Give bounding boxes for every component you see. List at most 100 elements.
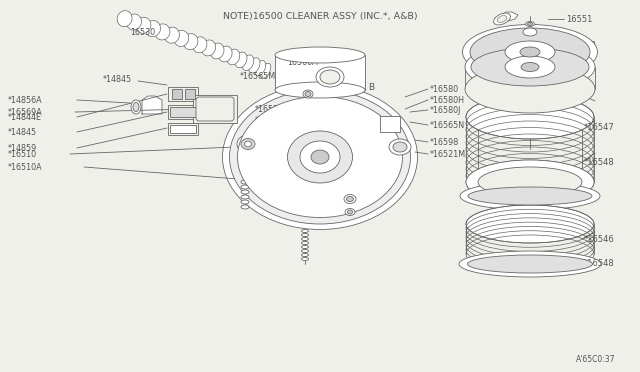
Ellipse shape xyxy=(241,180,249,184)
Text: *16565M: *16565M xyxy=(240,71,276,80)
Ellipse shape xyxy=(521,62,539,71)
Polygon shape xyxy=(142,96,162,114)
Ellipse shape xyxy=(211,98,215,102)
Ellipse shape xyxy=(478,167,582,197)
Text: *16546: *16546 xyxy=(584,234,615,244)
Text: 16500A: 16500A xyxy=(287,58,317,67)
Ellipse shape xyxy=(241,195,249,199)
Ellipse shape xyxy=(465,65,595,113)
Bar xyxy=(170,107,196,117)
Ellipse shape xyxy=(287,131,353,183)
Ellipse shape xyxy=(219,46,232,62)
Ellipse shape xyxy=(466,205,594,243)
Bar xyxy=(168,87,198,101)
Ellipse shape xyxy=(301,250,308,253)
Bar xyxy=(185,89,195,99)
Bar xyxy=(380,116,400,132)
Text: *16598: *16598 xyxy=(430,138,460,147)
Text: *16510A: *16510A xyxy=(8,163,43,171)
Ellipse shape xyxy=(466,95,594,139)
Ellipse shape xyxy=(275,47,365,63)
Bar xyxy=(199,100,231,118)
Ellipse shape xyxy=(505,56,555,78)
Text: *16547: *16547 xyxy=(584,122,615,131)
Ellipse shape xyxy=(466,160,594,204)
Ellipse shape xyxy=(242,55,253,71)
Text: *16557: *16557 xyxy=(255,105,284,113)
Ellipse shape xyxy=(255,61,266,76)
Ellipse shape xyxy=(316,67,344,87)
Ellipse shape xyxy=(202,40,216,56)
Ellipse shape xyxy=(237,135,259,153)
Text: *14845: *14845 xyxy=(103,74,132,83)
Text: NOTE)16500 CLEANER ASSY (INC.*, A&B): NOTE)16500 CLEANER ASSY (INC.*, A&B) xyxy=(223,12,417,20)
Ellipse shape xyxy=(463,25,598,80)
Ellipse shape xyxy=(523,28,537,36)
Text: *16580H: *16580H xyxy=(430,96,465,105)
Ellipse shape xyxy=(241,185,249,189)
Ellipse shape xyxy=(133,103,139,112)
Ellipse shape xyxy=(227,49,240,65)
Ellipse shape xyxy=(241,138,255,150)
Text: *14856A: *14856A xyxy=(8,96,43,105)
Ellipse shape xyxy=(210,43,224,59)
Text: *16569A: *16569A xyxy=(8,108,43,116)
Ellipse shape xyxy=(320,70,340,84)
Ellipse shape xyxy=(131,100,141,114)
Text: *16521M: *16521M xyxy=(430,150,466,158)
Ellipse shape xyxy=(241,205,249,209)
Ellipse shape xyxy=(460,182,600,210)
Ellipse shape xyxy=(505,41,555,63)
Ellipse shape xyxy=(303,90,313,98)
Ellipse shape xyxy=(275,82,365,98)
Ellipse shape xyxy=(527,22,532,26)
FancyBboxPatch shape xyxy=(196,97,234,121)
Ellipse shape xyxy=(174,31,189,46)
Ellipse shape xyxy=(126,14,141,30)
Ellipse shape xyxy=(301,230,308,232)
Ellipse shape xyxy=(344,195,356,203)
Text: *14845: *14845 xyxy=(8,128,37,137)
Text: A: A xyxy=(584,90,589,99)
Ellipse shape xyxy=(345,208,355,215)
Text: *14859: *14859 xyxy=(8,144,37,153)
Bar xyxy=(168,105,198,119)
Ellipse shape xyxy=(248,58,260,73)
Text: *16548: *16548 xyxy=(584,260,615,269)
Text: 16551: 16551 xyxy=(566,15,593,23)
Ellipse shape xyxy=(311,150,329,164)
Bar xyxy=(170,125,196,133)
Ellipse shape xyxy=(301,237,308,241)
Ellipse shape xyxy=(260,63,271,78)
Ellipse shape xyxy=(117,11,132,27)
Ellipse shape xyxy=(230,90,410,224)
Ellipse shape xyxy=(301,253,308,257)
Text: *16565N: *16565N xyxy=(430,121,465,129)
Ellipse shape xyxy=(348,210,353,214)
Ellipse shape xyxy=(465,43,595,91)
Text: B: B xyxy=(368,83,374,92)
Ellipse shape xyxy=(393,142,407,152)
Ellipse shape xyxy=(520,47,540,57)
Text: 16530: 16530 xyxy=(130,28,155,36)
Ellipse shape xyxy=(244,141,252,147)
Text: *16548: *16548 xyxy=(584,157,615,167)
Ellipse shape xyxy=(183,33,198,49)
Ellipse shape xyxy=(235,52,247,68)
Ellipse shape xyxy=(223,84,417,230)
Text: *14844E: *14844E xyxy=(8,112,42,122)
Ellipse shape xyxy=(241,190,249,194)
Text: *16580: *16580 xyxy=(430,84,459,93)
Text: *16510: *16510 xyxy=(8,150,37,158)
Text: *16580J: *16580J xyxy=(430,106,461,115)
Ellipse shape xyxy=(241,200,249,204)
Bar xyxy=(193,95,237,123)
Ellipse shape xyxy=(145,20,161,37)
Ellipse shape xyxy=(164,27,179,43)
Ellipse shape xyxy=(300,141,340,173)
Ellipse shape xyxy=(471,48,589,86)
Ellipse shape xyxy=(136,17,151,33)
Ellipse shape xyxy=(209,96,217,104)
Ellipse shape xyxy=(301,246,308,248)
Ellipse shape xyxy=(301,234,308,237)
